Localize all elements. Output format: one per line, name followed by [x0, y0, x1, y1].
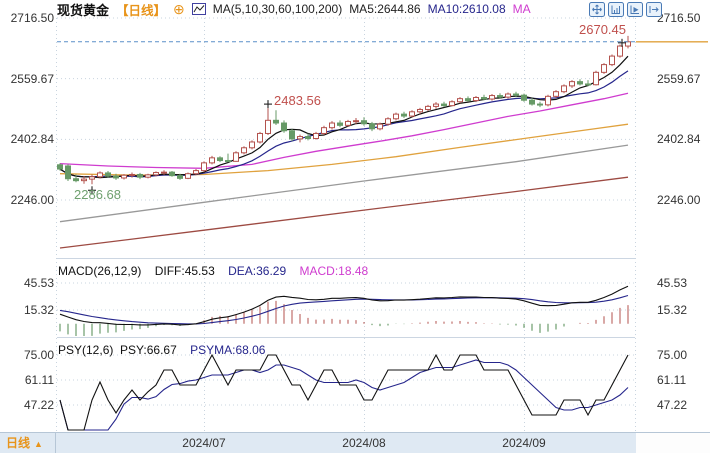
ma10-value: MA10:2610.08 — [427, 2, 506, 16]
symbol-name: 现货黄金 — [57, 2, 110, 18]
chart-header: 现货黄金 【日线】 ⊕ MA(5,10,30,60,100,200) MA5:2… — [57, 1, 531, 18]
y-axis-label: 15.32 — [657, 303, 688, 317]
macd-settings-label: MACD(26,12,9) — [58, 264, 142, 278]
macd-dea-value: DEA:36.29 — [228, 264, 287, 278]
time-axis-bar — [0, 432, 710, 453]
y-axis-label: 75.00 — [657, 348, 688, 362]
y-axis-label: 2559.67 — [10, 71, 54, 86]
y-axis-label: 2716.50 — [10, 11, 54, 25]
psyma-value: PSYMA:68.06 — [190, 343, 266, 357]
macd-value: MACD:18.48 — [299, 264, 369, 278]
macd-diff-value: DIFF:45.53 — [154, 264, 215, 278]
macd-indicator-row: MACD(26,12,9) DIFF:45.53 DEA:36.29 MACD:… — [58, 264, 368, 278]
ma-settings-label: MA(5,10,30,60,100,200) — [212, 2, 343, 16]
y-axis-label: 2246.00 — [657, 193, 701, 207]
psy-value: PSY:66.67 — [120, 343, 177, 357]
y-axis-label: 61.11 — [24, 373, 54, 387]
y-axis-label: 2246.00 — [10, 193, 54, 207]
y-axis-label: 45.53 — [657, 276, 688, 290]
y-axis-label: 47.22 — [23, 398, 54, 412]
y-axis-label: 2402.84 — [10, 132, 54, 147]
period-selector-label: 日线 — [6, 436, 31, 450]
play-forward-icon[interactable] — [627, 2, 643, 17]
ma5-value: MA5:2644.86 — [349, 2, 421, 16]
add-indicator-icon[interactable]: ⊕ — [173, 1, 185, 17]
y-axis-label: 45.53 — [23, 276, 54, 290]
psy-settings-label: PSY(12,6) — [58, 343, 114, 357]
jump-latest-icon[interactable] — [646, 2, 662, 17]
x-axis-date-label: 2024/09 — [502, 436, 546, 450]
peak-price-annotation: 2483.56 — [274, 93, 321, 108]
y-axis-label: 75.00 — [23, 348, 54, 362]
period-up-arrow-icon: ▲ — [34, 439, 43, 449]
y-axis-label: 2716.50 — [657, 11, 701, 25]
y-axis-label: 2402.84 — [657, 132, 701, 147]
y-axis-label: 2559.67 — [657, 71, 701, 86]
y-axis-label: 47.22 — [657, 398, 688, 412]
period-tag[interactable]: 【日线】 — [116, 3, 167, 18]
move-crosshair-icon[interactable] — [589, 2, 605, 17]
x-axis-date-label: 2024/07 — [182, 436, 226, 450]
low-price-annotation: 2286.68 — [74, 187, 121, 202]
y-axis-label: 61.11 — [657, 373, 687, 387]
high-price-annotation: 2670.45 — [579, 22, 626, 37]
fit-scale-icon[interactable] — [608, 2, 624, 17]
ma30-value: MA — [512, 2, 531, 16]
axis-corner — [636, 433, 710, 453]
chart-toolbar — [589, 2, 662, 17]
period-selector[interactable]: 日线 ▲ — [0, 433, 56, 453]
chart-type-icon[interactable] — [191, 3, 206, 15]
psy-indicator-row: PSY(12,6) PSY:66.67 PSYMA:68.06 — [58, 343, 265, 357]
x-axis-date-label: 2024/08 — [342, 436, 386, 450]
y-axis-label: 15.32 — [23, 303, 54, 317]
